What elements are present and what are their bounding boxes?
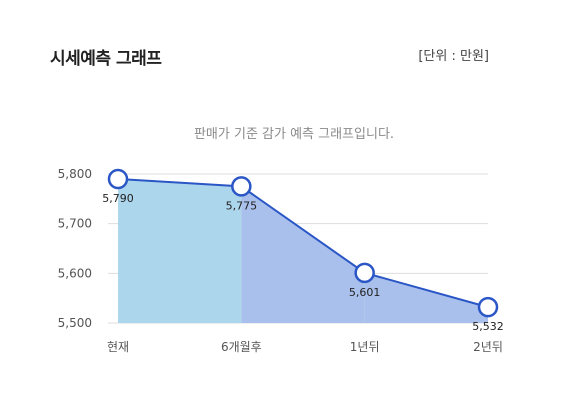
data-point[interactable] xyxy=(107,168,129,190)
area-segment xyxy=(118,178,242,323)
y-tick-label: 5,800 xyxy=(58,167,92,181)
y-tick-label: 5,700 xyxy=(58,217,92,231)
x-tick-label: 2년뒤 xyxy=(473,340,503,354)
series-line-path xyxy=(117,177,489,309)
x-tick-label: 6개월후 xyxy=(221,340,262,354)
x-axis-ticks: 현재 6개월후 1년뒤 2년뒤 xyxy=(107,340,503,354)
area-segment xyxy=(364,272,488,323)
data-label: 5,601 xyxy=(349,286,381,299)
unit-label: [단위 : 만원] xyxy=(418,49,489,64)
data-label: 5,775 xyxy=(226,199,258,212)
data-points xyxy=(107,168,499,318)
data-point[interactable] xyxy=(231,176,252,197)
y-tick-label: 5,500 xyxy=(58,316,92,330)
data-point[interactable] xyxy=(477,296,499,318)
series-line xyxy=(117,177,489,309)
area-fill xyxy=(118,178,488,323)
area-segment xyxy=(241,186,365,323)
y-tick-label: 5,600 xyxy=(58,266,92,280)
data-label: 5,790 xyxy=(102,192,134,205)
data-label: 5,532 xyxy=(472,320,504,333)
page-title: 시세예측 그래프 xyxy=(50,49,162,69)
data-labels: 5,790 5,775 5,601 5,532 xyxy=(102,192,504,333)
data-point[interactable] xyxy=(354,262,375,284)
x-tick-label: 현재 xyxy=(107,340,129,354)
y-axis-ticks: 5,500 5,600 5,700 5,800 xyxy=(58,167,92,330)
chart-subtitle: 판매가 기준 감가 예측 그래프입니다. xyxy=(194,127,394,142)
x-tick-label: 1년뒤 xyxy=(350,340,380,354)
